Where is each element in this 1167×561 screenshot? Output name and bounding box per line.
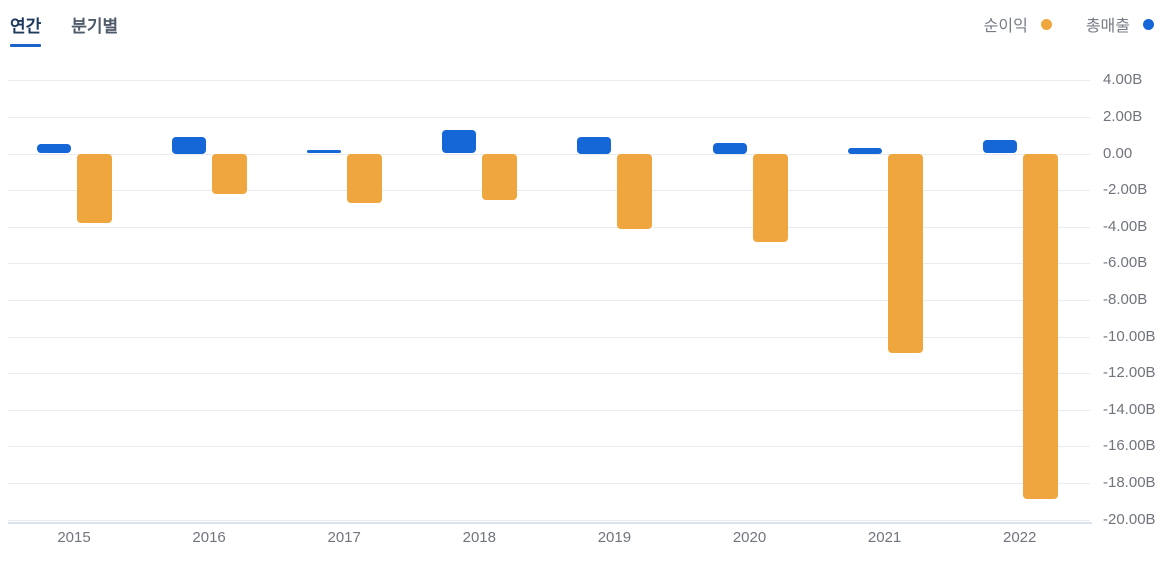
bar-netincome-2019[interactable] <box>617 153 653 230</box>
x-axis-line <box>8 522 1092 524</box>
gridline <box>8 116 1090 118</box>
y-axis-label: -16.00B <box>1103 437 1156 455</box>
tab-quarterly[interactable]: 분기별 <box>71 17 119 36</box>
bar-netincome-2016[interactable] <box>212 153 248 194</box>
x-axis-label: 2019 <box>597 529 632 546</box>
y-axis-label: -8.00B <box>1103 290 1148 308</box>
gridline <box>8 336 1090 338</box>
chart-legend: 순이익 총매출 <box>984 12 1154 36</box>
bar-revenue-2019[interactable] <box>577 137 612 154</box>
bar-revenue-2021[interactable] <box>847 148 882 154</box>
gridline <box>8 190 1090 192</box>
gridline <box>8 263 1090 265</box>
bar-revenue-2016[interactable] <box>172 137 207 154</box>
gridline <box>8 446 1090 448</box>
x-axis-label: 2018 <box>462 529 496 546</box>
bar-netincome-2018[interactable] <box>482 153 518 201</box>
tab-annual[interactable]: 연간 <box>10 10 42 47</box>
gridline <box>8 373 1090 375</box>
legend-item-revenue[interactable]: 총매출 <box>1086 12 1154 36</box>
y-axis-label: -12.00B <box>1103 364 1156 382</box>
revenue-dot-icon <box>1143 18 1154 30</box>
gridline <box>8 482 1090 484</box>
bar-netincome-2021[interactable] <box>887 153 923 353</box>
gridline <box>8 80 1090 82</box>
bar-netincome-2020[interactable] <box>752 153 788 243</box>
x-axis-label: 2017 <box>327 529 361 546</box>
gridline <box>8 153 1090 155</box>
legend-label-netincome: 순이익 <box>983 18 1028 35</box>
bar-netincome-2015[interactable] <box>77 153 112 223</box>
bar-revenue-2015[interactable] <box>37 144 71 154</box>
gridline <box>8 299 1090 301</box>
y-axis-label: 0.00 <box>1103 144 1133 162</box>
bar-netincome-2022[interactable] <box>1022 153 1058 500</box>
y-axis-label: -10.00B <box>1103 327 1156 345</box>
y-axis-label: -2.00B <box>1103 181 1148 199</box>
x-axis-label: 2015 <box>57 529 91 546</box>
y-axis-label: -14.00B <box>1103 400 1156 418</box>
gridline <box>8 226 1090 228</box>
y-axis-label: -18.00B <box>1103 473 1156 491</box>
x-axis-label: 2022 <box>1003 529 1037 546</box>
y-axis-label: 4.00B <box>1103 71 1143 89</box>
bar-revenue-2018[interactable] <box>442 129 477 154</box>
x-axis-label: 2020 <box>732 529 767 546</box>
netincome-dot-icon <box>1040 18 1052 30</box>
y-axis-label: 2.00B <box>1103 107 1143 125</box>
gridline <box>8 519 1090 521</box>
bar-revenue-2017[interactable] <box>307 149 342 154</box>
y-axis-label: -6.00B <box>1103 254 1148 272</box>
y-axis-label: -4.00B <box>1103 217 1148 235</box>
x-axis-label: 2021 <box>867 529 902 546</box>
x-axis-label: 2016 <box>192 529 226 546</box>
legend-item-netincome[interactable]: 순이익 <box>984 12 1052 36</box>
y-axis-label: -20.00B <box>1103 510 1156 528</box>
bar-revenue-2020[interactable] <box>712 142 747 154</box>
bar-netincome-2017[interactable] <box>347 153 383 203</box>
legend-label-revenue: 총매출 <box>1085 18 1130 35</box>
bar-revenue-2022[interactable] <box>982 139 1017 154</box>
period-tabs: 연간 분기별 <box>10 10 118 47</box>
gridline <box>8 409 1090 411</box>
